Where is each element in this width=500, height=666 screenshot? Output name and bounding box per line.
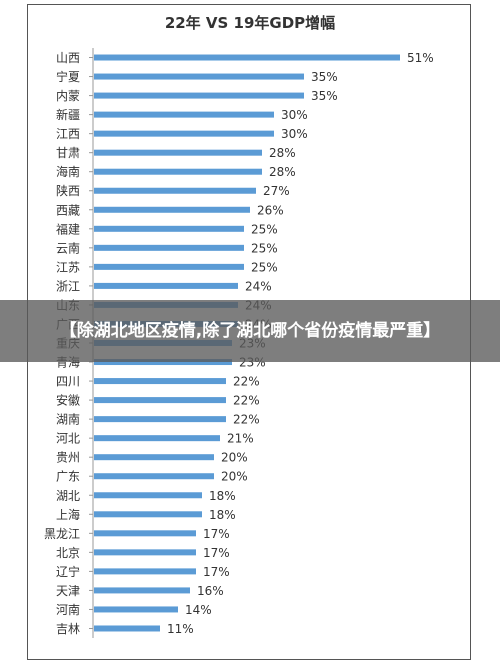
category-label: 陕西 [56,183,80,198]
category-label: 山西 [56,51,80,65]
value-label: 35% [311,70,338,84]
category-label: 北京 [56,546,80,560]
value-label: 30% [281,127,308,141]
value-label: 17% [203,565,230,579]
headline-text: 【除湖北地区疫情,除了湖北哪个省份疫情最严重】 [59,321,441,341]
bar [94,359,232,366]
value-label: 51% [407,51,434,65]
category-label: 海南 [56,164,80,179]
headline-overlay: 【除湖北地区疫情,除了湖北哪个省份疫情最严重】 [0,300,500,362]
value-label: 25% [251,241,278,255]
bar [94,263,244,270]
bar [94,473,214,480]
bar [94,549,196,556]
bar [94,206,250,213]
value-label: 17% [203,527,230,541]
category-label: 天津 [56,584,80,598]
bar [94,130,274,137]
bar [94,92,304,99]
bar [94,54,400,61]
category-label: 内蒙 [56,89,80,103]
value-label: 18% [209,489,236,503]
bar [94,530,196,537]
bar [94,587,190,594]
value-label: 16% [197,584,224,598]
value-label: 26% [257,203,284,217]
bar [94,282,238,289]
category-label: 湖南 [56,412,80,427]
bar [94,568,196,575]
value-label: 35% [311,89,338,103]
category-label: 宁夏 [56,69,80,84]
category-label: 江苏 [56,260,80,274]
value-label: 25% [251,222,278,236]
value-label: 14% [185,603,212,617]
category-label: 四川 [56,375,80,389]
category-label: 贵州 [56,451,80,465]
category-label: 黑龙江 [44,527,80,541]
category-label: 上海 [56,507,80,522]
bar [94,187,256,194]
bar [94,511,202,518]
bar [94,73,304,80]
value-label: 22% [233,394,260,408]
category-label: 吉林 [56,622,80,636]
category-label: 福建 [56,221,80,236]
value-label: 22% [233,375,260,389]
category-label: 河北 [56,432,80,446]
category-label: 广东 [56,470,80,484]
category-label: 西藏 [56,203,80,217]
bar [94,492,202,499]
bar [94,397,226,404]
value-label: 18% [209,508,236,522]
bar [94,416,226,423]
category-label: 新疆 [56,107,80,122]
chart-title: 22年 VS 19年GDP增幅 [165,14,335,32]
bar [94,244,244,251]
value-label: 27% [263,184,290,198]
bar [94,625,160,632]
value-label: 30% [281,108,308,122]
category-label: 云南 [56,240,80,255]
category-label: 湖北 [56,488,80,503]
value-label: 28% [269,146,296,160]
value-label: 24% [245,279,272,293]
category-label: 河南 [56,602,80,617]
value-label: 21% [227,432,254,446]
bar [94,378,226,385]
bar [94,111,274,118]
category-label: 辽宁 [56,564,80,579]
bar [94,225,244,232]
category-label: 江西 [56,127,80,141]
bar [94,435,220,442]
value-label: 20% [221,451,248,465]
value-label: 25% [251,260,278,274]
category-label: 浙江 [56,279,80,293]
value-label: 28% [269,165,296,179]
value-label: 20% [221,470,248,484]
category-label: 安徽 [56,393,80,408]
bar [94,168,262,175]
category-label: 甘肃 [56,146,80,160]
value-label: 22% [233,413,260,427]
bar [94,149,262,156]
value-label: 17% [203,546,230,560]
bar [94,606,178,613]
bar [94,454,214,461]
value-label: 11% [167,622,194,636]
